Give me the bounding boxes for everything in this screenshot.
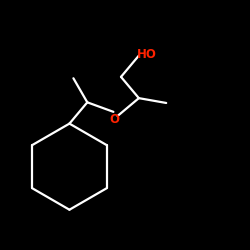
Text: HO: HO [137, 48, 156, 61]
Text: O: O [109, 113, 119, 126]
